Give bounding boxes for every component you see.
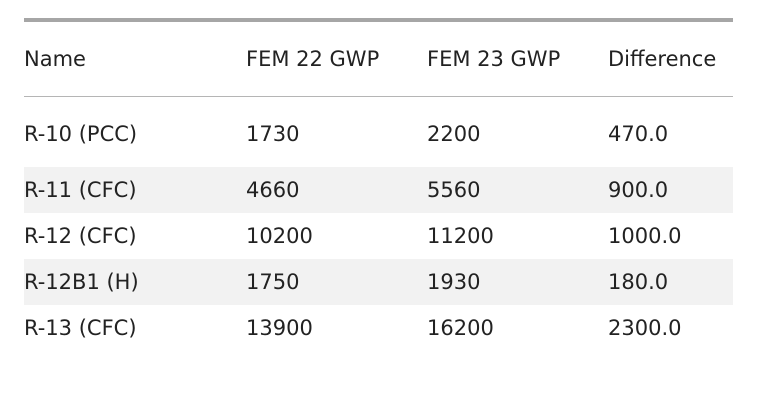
- table-row: R-13 (CFC) 13900 16200 2300.0: [24, 305, 733, 351]
- cell-difference: 470.0: [608, 122, 669, 146]
- cell-name: R-11 (CFC): [24, 167, 246, 213]
- cell-difference: 900.0: [608, 167, 733, 213]
- table-top-rule: [24, 18, 733, 22]
- cell-name: R-10 (PCC): [24, 122, 138, 146]
- column-header-fem23-gwp: FEM 23 GWP: [427, 22, 608, 97]
- cell-difference: 1000.0: [608, 224, 682, 248]
- header-row: Name FEM 22 GWP FEM 23 GWP Difference: [24, 22, 733, 97]
- cell-fem23-gwp: 16200: [427, 316, 494, 340]
- cell-fem22-gwp: 13900: [246, 316, 313, 340]
- cell-fem23-gwp: 11200: [427, 224, 494, 248]
- data-table: Name FEM 22 GWP FEM 23 GWP Difference R-…: [24, 22, 733, 351]
- cell-name: R-12 (CFC): [24, 224, 137, 248]
- cell-fem22-gwp: 1750: [246, 259, 427, 305]
- column-header-fem22-gwp: FEM 22 GWP: [246, 22, 427, 97]
- cell-difference: 180.0: [608, 259, 733, 305]
- cell-fem23-gwp: 2200: [427, 122, 481, 146]
- cell-fem23-gwp: 5560: [427, 167, 608, 213]
- table-row: R-10 (PCC) 1730 2200 470.0: [24, 97, 733, 168]
- column-header-name: Name: [24, 22, 246, 97]
- table-row: R-12 (CFC) 10200 11200 1000.0: [24, 213, 733, 259]
- cell-difference: 2300.0: [608, 316, 682, 340]
- cell-fem22-gwp: 4660: [246, 167, 427, 213]
- cell-name: R-12B1 (H): [24, 259, 246, 305]
- table-row: R-11 (CFC) 4660 5560 900.0: [24, 167, 733, 213]
- table-row: R-12B1 (H) 1750 1930 180.0: [24, 259, 733, 305]
- cell-name: R-13 (CFC): [24, 316, 137, 340]
- gwp-comparison-table: Name FEM 22 GWP FEM 23 GWP Difference R-…: [24, 18, 733, 351]
- column-header-difference: Difference: [608, 22, 733, 97]
- cell-fem22-gwp: 10200: [246, 224, 313, 248]
- cell-fem23-gwp: 1930: [427, 259, 608, 305]
- cell-fem22-gwp: 1730: [246, 122, 300, 146]
